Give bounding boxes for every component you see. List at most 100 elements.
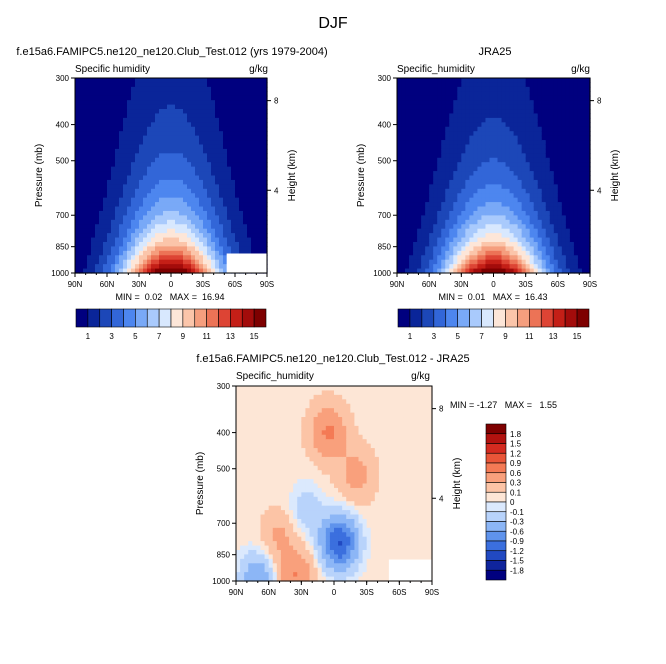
field-cell — [545, 219, 551, 225]
field-cell — [131, 131, 136, 137]
field-cell — [280, 545, 286, 551]
field-cell — [91, 224, 96, 230]
field-cell — [219, 255, 224, 261]
field-cell — [239, 109, 244, 115]
field-cell — [445, 135, 450, 141]
field-cell — [207, 82, 212, 88]
field-cell — [247, 237, 252, 243]
field-cell — [505, 264, 511, 270]
field-cell — [417, 131, 422, 137]
field-cell — [505, 78, 511, 84]
field-cell — [231, 104, 236, 110]
field-cell — [239, 250, 244, 256]
y-tick-label: 850 — [378, 243, 392, 252]
field-cell — [569, 202, 575, 208]
field-cell — [489, 206, 495, 212]
field-cell — [445, 184, 450, 190]
field-cell — [103, 131, 108, 137]
field-cell — [239, 246, 244, 252]
field-cell — [405, 104, 410, 110]
field-cell — [75, 219, 80, 225]
field-cell — [231, 206, 236, 212]
field-cell — [561, 188, 567, 194]
field-cell — [553, 219, 559, 225]
field-cell — [219, 104, 224, 110]
field-cell — [167, 86, 172, 92]
field-cell — [255, 95, 260, 101]
field-cell — [99, 144, 104, 150]
field-cell — [179, 259, 184, 265]
field-cell — [573, 255, 579, 261]
field-cell — [537, 188, 543, 194]
field-cell — [513, 82, 519, 88]
field-cell — [473, 166, 479, 172]
field-cell — [75, 157, 80, 163]
field-cell — [260, 518, 266, 524]
field-cell — [477, 202, 483, 208]
field-cell — [425, 237, 430, 243]
field-cell — [285, 443, 290, 449]
field-cell — [585, 259, 591, 265]
field-cell — [167, 171, 172, 177]
field-cell — [429, 95, 434, 101]
field-cell — [485, 202, 491, 208]
field-cell — [413, 188, 418, 194]
field-cell — [171, 144, 176, 150]
field-cell — [465, 188, 470, 194]
field-cell — [264, 536, 270, 542]
field-cell — [171, 250, 176, 256]
field-cell — [167, 148, 172, 154]
field-cell — [223, 95, 228, 101]
field-cell — [256, 448, 262, 454]
field-cell — [264, 434, 270, 440]
field-cell — [569, 184, 575, 190]
field-cell — [179, 206, 184, 212]
field-cell — [107, 193, 112, 199]
field-cell — [255, 113, 260, 119]
field-cell — [240, 492, 245, 498]
field-cell — [107, 224, 112, 230]
field-cell — [413, 193, 418, 199]
field-cell — [227, 206, 232, 212]
field-cell — [252, 465, 258, 471]
field-cell — [83, 91, 88, 97]
field-cell — [521, 215, 527, 221]
field-cell — [143, 135, 148, 141]
field-cell — [135, 268, 140, 274]
field-cell — [95, 171, 100, 177]
field-cell — [509, 122, 515, 128]
field-cell — [219, 91, 224, 97]
field-cell — [425, 109, 430, 115]
field-cell — [143, 193, 148, 199]
field-cell — [251, 148, 256, 154]
field-cell — [263, 197, 268, 203]
field-cell — [485, 162, 491, 168]
field-cell — [397, 268, 402, 274]
field-cell — [115, 100, 120, 106]
field-cell — [256, 408, 262, 414]
field-cell — [549, 109, 555, 115]
field-cell — [525, 219, 531, 225]
field-cell — [272, 536, 278, 542]
field-cell — [573, 241, 579, 248]
field-cell — [557, 86, 563, 92]
field-cell — [199, 157, 204, 163]
field-cell — [260, 408, 266, 414]
field-cell — [187, 193, 192, 199]
field-cell — [469, 268, 474, 274]
field-cell — [513, 78, 519, 84]
field-cell — [251, 86, 256, 92]
field-cell — [227, 148, 232, 154]
field-cell — [469, 255, 474, 261]
field-cell — [207, 224, 212, 230]
field-cell — [497, 144, 503, 150]
field-cell — [259, 144, 264, 150]
field-cell — [513, 259, 519, 265]
field-cell — [437, 224, 442, 230]
field-cell — [255, 131, 260, 137]
field-cell — [236, 563, 241, 569]
field-cell — [195, 255, 200, 261]
field-cell — [413, 179, 418, 185]
field-cell — [240, 417, 245, 423]
field-cell — [457, 264, 462, 270]
